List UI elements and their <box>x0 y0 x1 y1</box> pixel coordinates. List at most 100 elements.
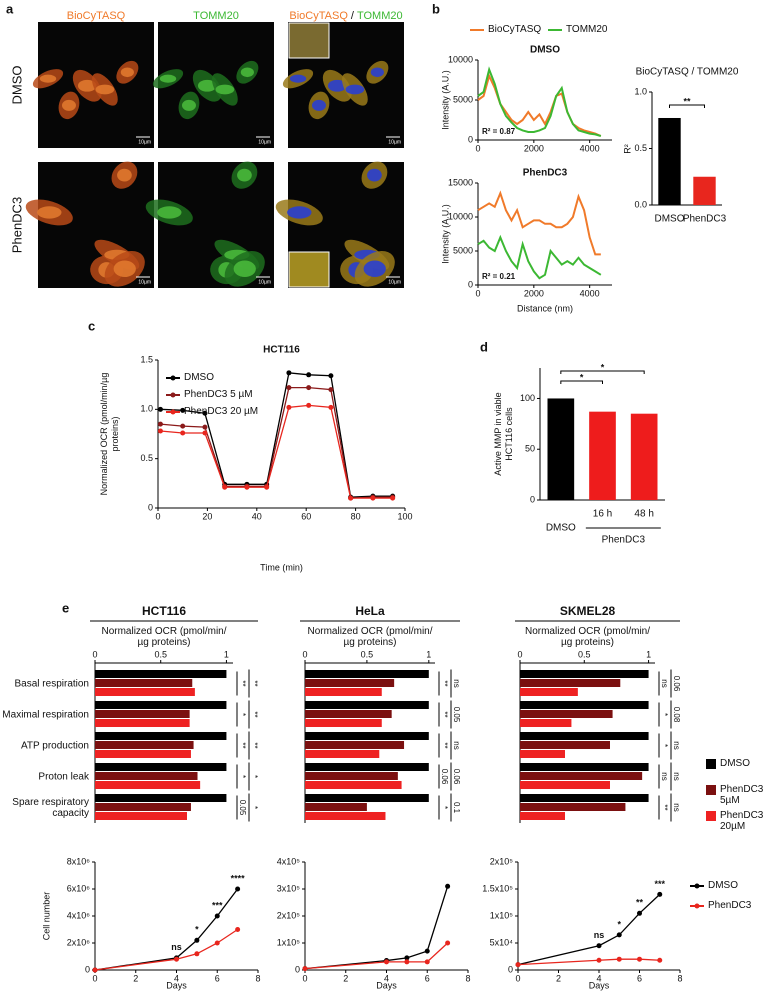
category-label: Maximal respiration <box>2 709 89 720</box>
cell-body <box>289 74 307 83</box>
x-tick-label: 0 <box>302 649 307 659</box>
x-tick-label: 0 <box>475 143 480 153</box>
significance: * <box>580 372 584 382</box>
x-tick-label: 4000 <box>580 288 600 298</box>
row-label: DMSO <box>9 66 24 105</box>
significance: ** <box>250 742 259 748</box>
bar <box>630 413 658 500</box>
data-point <box>616 932 622 938</box>
significance: * <box>660 744 669 747</box>
inset <box>288 251 330 288</box>
bar <box>305 701 429 709</box>
bar <box>520 741 610 749</box>
significance: ns <box>672 772 681 780</box>
column-title: BioCyTASQ <box>67 10 126 22</box>
significance: 0.05 <box>238 800 247 816</box>
column-title-part: TOMM20 <box>357 10 403 22</box>
category-label: Basal respiration <box>14 678 89 689</box>
data-point <box>306 372 312 378</box>
y-axis-label: Intensity (A.U.) <box>440 204 451 264</box>
x-tick-label: 2 <box>133 973 138 983</box>
y-tick-label: 1.0 <box>634 86 647 96</box>
bar <box>520 719 572 727</box>
data-point <box>286 404 292 410</box>
data-point <box>222 484 228 490</box>
bar <box>520 803 626 811</box>
chart-title: HCT116 <box>142 604 186 618</box>
data-point <box>348 495 354 501</box>
bar <box>305 732 429 740</box>
significance: 0.05 <box>452 707 461 723</box>
bar <box>305 812 386 820</box>
significance: ** <box>250 680 259 686</box>
data-point <box>328 373 334 379</box>
significance: ns <box>660 772 669 780</box>
x-tick-label: PhenDC3 <box>683 214 727 225</box>
bar <box>305 741 405 749</box>
y-tick-label: 0 <box>530 494 535 504</box>
bar <box>305 679 395 687</box>
y-tick-label: 2x10⁵ <box>277 910 301 920</box>
x-tick-label: 0.5 <box>578 649 591 659</box>
category-label: Spare respiratory capacity <box>12 796 89 819</box>
x-tick-label: DMSO <box>655 214 685 225</box>
x-tick-label: 16 h <box>593 509 612 520</box>
cell-body <box>157 206 182 219</box>
x-tick-label: DMSO <box>546 523 576 534</box>
y-tick-label: 8x10⁶ <box>67 856 91 866</box>
x-tick-label: 4000 <box>580 143 600 153</box>
data-point <box>596 943 602 949</box>
bar <box>520 679 621 687</box>
bar <box>547 398 575 500</box>
y-tick-label: 1x10⁵ <box>277 937 301 947</box>
panel-label: b <box>432 1 440 16</box>
bar <box>520 688 578 696</box>
scale-bar-label: 10µm <box>388 279 401 285</box>
x-tick-label: 0 <box>517 649 522 659</box>
bar <box>520 812 565 820</box>
y-tick-label: 1.5x10⁵ <box>482 883 513 893</box>
x-tick-label: 6 <box>215 973 220 983</box>
data-point <box>194 951 200 957</box>
x-tick-label: 8 <box>465 973 470 983</box>
cell-body <box>77 79 97 92</box>
x-tick-label: 2000 <box>524 288 544 298</box>
significance: ** <box>636 898 644 908</box>
significance: ns <box>452 679 461 687</box>
x-tick-label: 0.5 <box>361 649 374 659</box>
y-tick-label: 1.0 <box>140 404 153 414</box>
data-point <box>306 402 312 408</box>
data-point <box>157 428 163 434</box>
bar <box>95 670 227 678</box>
cell-body <box>117 168 132 182</box>
y-tick-label: 3x10⁵ <box>277 883 301 893</box>
column-title-part: / <box>351 10 355 22</box>
legend-label: BioCyTASQ <box>488 24 542 35</box>
series-line <box>94 928 238 971</box>
data-point <box>174 956 179 962</box>
y-tick-label: 10000 <box>448 54 473 64</box>
cell-body <box>327 79 347 92</box>
bar <box>95 781 201 789</box>
cell-body <box>240 67 254 78</box>
bar <box>95 741 194 749</box>
significance-bracket <box>560 370 645 374</box>
cell-body <box>159 74 177 83</box>
significance: * <box>238 775 247 778</box>
cell-body <box>367 168 382 182</box>
bar <box>658 117 681 205</box>
bar <box>95 701 227 709</box>
data-point <box>235 927 241 932</box>
cell-body <box>237 168 252 182</box>
significance: ** <box>238 680 247 686</box>
significance-bracket <box>669 104 705 108</box>
data-point <box>244 484 250 490</box>
bar <box>95 750 191 758</box>
y-tick-label: 100 <box>520 393 535 403</box>
x-tick-label: 0 <box>515 973 520 983</box>
data-point <box>180 430 186 436</box>
bar <box>95 794 227 802</box>
x-axis-label: Distance (nm) <box>517 303 573 313</box>
legend-marker <box>694 903 700 909</box>
bar <box>520 670 649 678</box>
